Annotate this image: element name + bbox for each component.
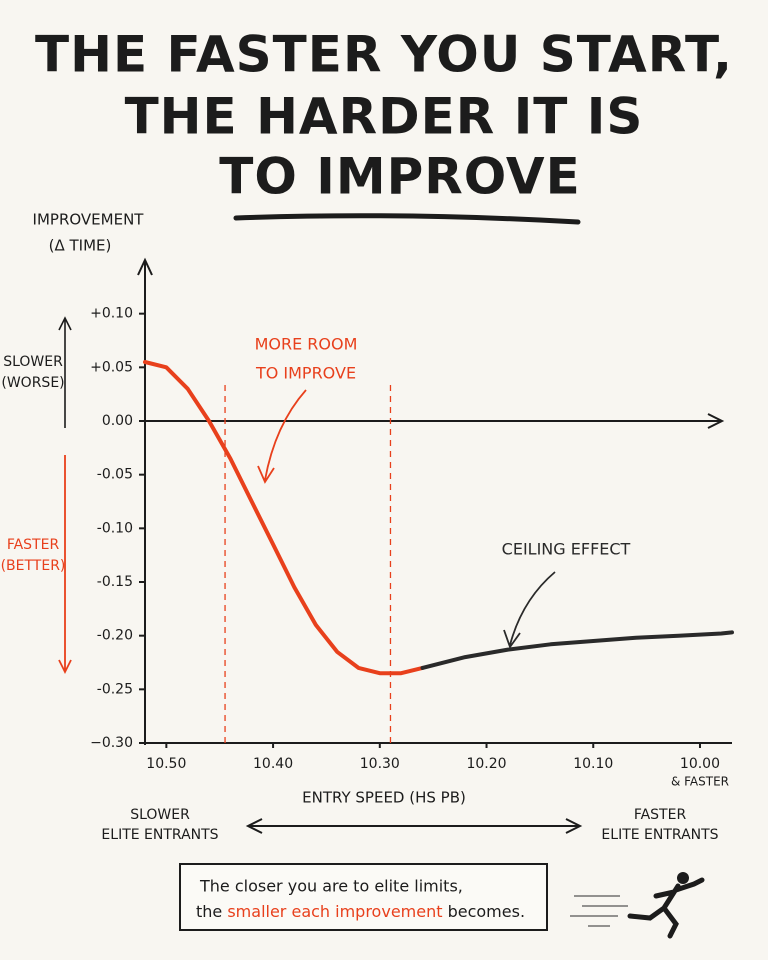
caption-line: the smaller each improvement becomes. xyxy=(196,902,525,921)
side-label: FASTER xyxy=(7,537,60,553)
x-tick-label: 10.50 xyxy=(146,756,186,772)
caption-highlight: smaller each improvement xyxy=(227,902,442,921)
caption-text: the xyxy=(196,902,227,921)
annotation: MORE ROOM xyxy=(255,335,358,354)
bottom-label: ELITE ENTRANTS xyxy=(101,827,218,843)
bottom-label: ELITE ENTRANTS xyxy=(601,827,718,843)
side-label: (WORSE) xyxy=(1,375,64,391)
y-axis xyxy=(137,257,153,745)
annotation-arrow xyxy=(257,389,307,484)
caption-line: The closer you are to elite limits, xyxy=(199,877,463,896)
bottom-label: FASTER xyxy=(634,807,687,823)
y-axis-label: IMPROVEMENT xyxy=(33,211,145,229)
speed-lines xyxy=(570,895,628,927)
title-line: TO IMPROVE xyxy=(219,148,581,206)
caption-text: becomes. xyxy=(443,902,526,921)
title-line: THE HARDER IT IS xyxy=(125,88,644,146)
data-line xyxy=(420,630,734,670)
runner-icon xyxy=(627,872,705,939)
x-tick-label: 10.10 xyxy=(573,756,613,772)
x-tick-note: & FASTER xyxy=(671,775,729,789)
bottom-label: SLOWER xyxy=(130,807,190,823)
side-label: (BETTER) xyxy=(1,558,66,574)
y-tick-label: −0.30 xyxy=(90,735,133,751)
up-arrow xyxy=(58,316,72,428)
data-line xyxy=(143,360,425,676)
y-tick-label: -0.10 xyxy=(97,520,133,536)
y-tick-label: +0.10 xyxy=(90,306,133,322)
y-tick-label: -0.25 xyxy=(97,681,133,697)
y-tick-label: -0.05 xyxy=(97,467,133,483)
annotation-arrow xyxy=(503,571,556,649)
annotation: TO IMPROVE xyxy=(255,364,356,383)
x-axis-label: ENTRY SPEED (HS PB) xyxy=(302,789,466,807)
y-tick-label: -0.20 xyxy=(97,628,133,644)
zero-line xyxy=(145,413,725,429)
y-tick-label: 0.00 xyxy=(102,413,133,429)
caption-box xyxy=(179,863,548,931)
title-underline xyxy=(233,213,581,225)
double-arrow xyxy=(245,818,583,834)
title-line: THE FASTER YOU START, xyxy=(35,26,733,84)
x-tick-label: 10.20 xyxy=(466,756,506,772)
annotation: CEILING EFFECT xyxy=(502,540,631,559)
y-tick-label: -0.15 xyxy=(97,574,133,590)
side-label: SLOWER xyxy=(3,354,63,370)
x-tick-label: 10.00 xyxy=(680,756,720,772)
y-tick-label: +0.05 xyxy=(90,359,133,375)
x-tick-label: 10.40 xyxy=(253,756,293,772)
x-tick-label: 10.30 xyxy=(360,756,400,772)
y-axis-label: (Δ TIME) xyxy=(49,237,112,255)
down-arrow xyxy=(58,455,72,675)
